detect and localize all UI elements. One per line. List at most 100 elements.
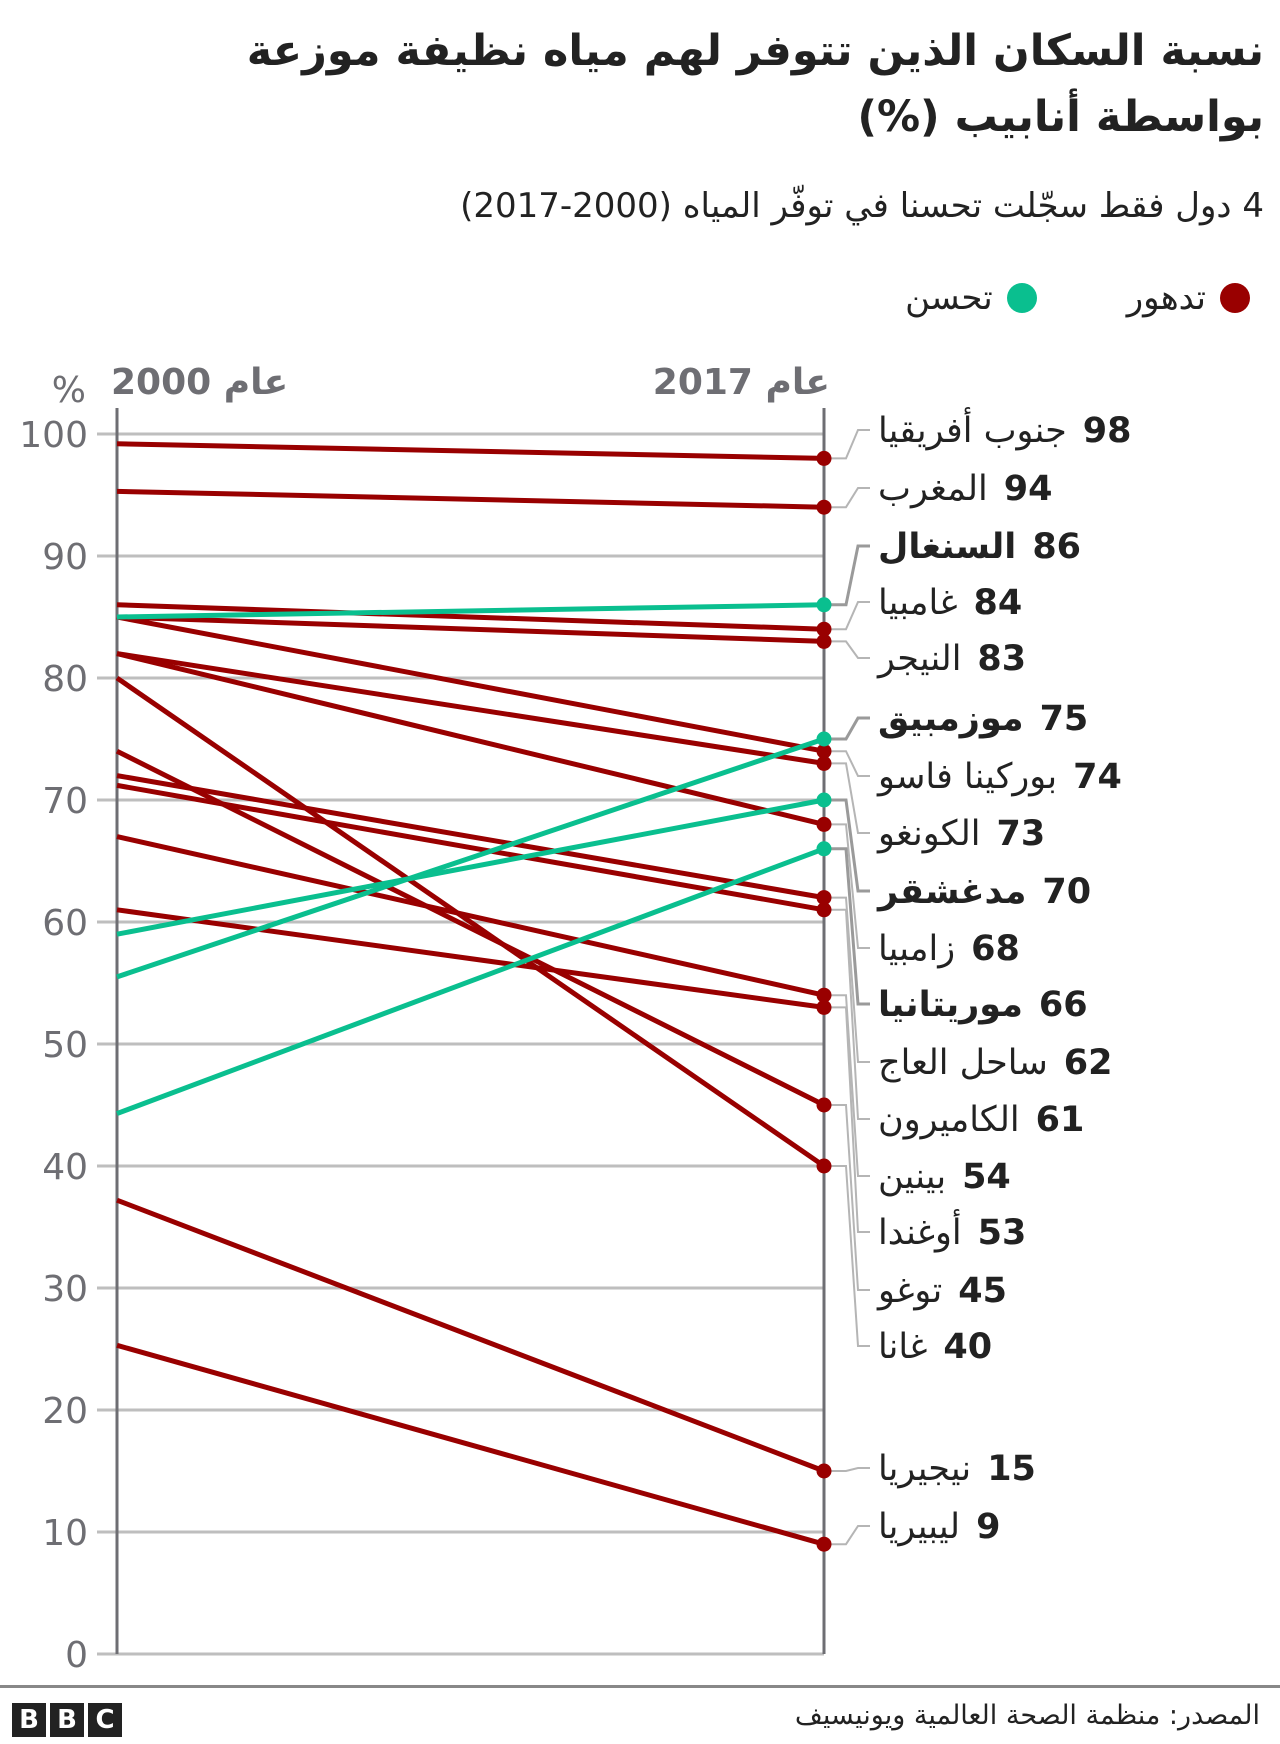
- series-line: [116, 602, 825, 620]
- y-axis-unit-label: %: [52, 370, 86, 411]
- label-leader-line: [824, 1006, 870, 1233]
- y-axis-ticks: 0 10 20 30 40 50 60 70 80 90 100: [19, 415, 88, 1676]
- label-leader-line: [824, 640, 870, 659]
- country-value: 40: [943, 1327, 992, 1367]
- series-label: زامبيا 68: [878, 929, 1020, 969]
- label-leader-line: [824, 1525, 870, 1546]
- country-name: موريتانيا: [878, 985, 1023, 1025]
- series-label: توغو 45: [876, 1271, 1007, 1311]
- country-name: غامبيا: [878, 583, 958, 623]
- series-line: [116, 773, 825, 901]
- label-leader-line: [824, 1104, 870, 1291]
- series-label: الكونغو 73: [876, 814, 1045, 854]
- y-tick-label: 40: [42, 1147, 88, 1188]
- label-leader-line: [824, 762, 870, 834]
- series-line: [116, 651, 825, 827]
- series-label: ليبيريا 9: [878, 1507, 1000, 1547]
- series-line: [116, 441, 825, 461]
- series-end-dot: [816, 621, 832, 637]
- series-labels: جنوب أفريقيا 98 المغرب 94 السنغال 86 غامبيا 84 ا…: [876, 407, 1132, 1547]
- country-name: ساحل العاج: [878, 1043, 1048, 1083]
- label-leader-line: [824, 1467, 870, 1472]
- series-label: جنوب أفريقيا 98: [878, 407, 1132, 451]
- country-name: زامبيا: [878, 929, 955, 969]
- country-name: توغو: [876, 1271, 942, 1311]
- country-value: 54: [962, 1157, 1011, 1197]
- bbc-logo-letter: B: [12, 1703, 46, 1737]
- chart-title: نسبة السكان الذين تتوفر لهم مياه نظيفة م…: [246, 26, 1264, 142]
- series-label: المغرب 94: [878, 469, 1053, 509]
- y-tick-label: 70: [42, 781, 88, 822]
- label-leader-line: [824, 716, 870, 741]
- series-line: [116, 614, 825, 754]
- series-end-dot: [816, 999, 832, 1015]
- series-label: موزمبيق 75: [878, 699, 1088, 739]
- series-end-dot: [816, 633, 832, 649]
- series-end-dot: [816, 1097, 832, 1113]
- series-line: [115, 748, 826, 1108]
- series-label: بينين 54: [878, 1157, 1011, 1197]
- label-leader-lines: [824, 429, 870, 1546]
- country-name: بينين: [878, 1157, 946, 1197]
- bbc-logo-letter: B: [50, 1703, 84, 1737]
- country-value: 45: [958, 1271, 1007, 1311]
- country-value: 9: [976, 1507, 1000, 1547]
- x-label-2017: عام 2017: [653, 362, 830, 403]
- chart-subtitle: 4 دول فقط سجّلت تحسنا في توفّر المياه (2…: [460, 186, 1264, 226]
- country-name: مدغشقر: [876, 872, 1026, 912]
- label-leader-line: [824, 908, 870, 1120]
- country-value: 86: [1032, 527, 1081, 567]
- series-end-dot: [816, 755, 832, 771]
- series-line: [116, 614, 825, 644]
- label-leader-line: [824, 487, 870, 509]
- series-end-dot: [816, 890, 832, 906]
- country-value: 68: [971, 929, 1020, 969]
- country-name: جنوب أفريقيا: [878, 407, 1067, 451]
- legend-label-improve: تحسن: [905, 278, 993, 318]
- country-name: الكونغو: [876, 814, 981, 854]
- series-end-dot: [816, 902, 832, 918]
- legend-item-decline: تدهور: [1127, 278, 1250, 318]
- series-label: النيجر 83: [876, 639, 1026, 679]
- y-tick-label: 50: [42, 1025, 88, 1066]
- y-tick-label: 80: [42, 659, 88, 700]
- series-label: بوركينا فاسو 74: [876, 757, 1122, 797]
- y-tick-label: 90: [42, 537, 88, 578]
- improve-dot-icon: [1006, 283, 1037, 313]
- series-line: [116, 651, 825, 766]
- country-value: 53: [978, 1213, 1027, 1253]
- label-leader-line: [824, 896, 870, 1063]
- country-value: 98: [1083, 411, 1132, 451]
- series-line: [115, 675, 826, 1169]
- series-line: [116, 602, 825, 632]
- country-value: 61: [1036, 1100, 1085, 1140]
- country-value: 74: [1073, 757, 1122, 797]
- y-tick-label: 20: [42, 1391, 88, 1432]
- series-end-dot: [816, 450, 832, 466]
- series-label: نيجيريا 15: [878, 1449, 1036, 1489]
- y-tick-label: 60: [42, 903, 88, 944]
- label-leader-line: [824, 823, 870, 949]
- country-name: ليبيريا: [878, 1507, 960, 1547]
- y-tick-label: 0: [65, 1635, 88, 1676]
- x-label-2000: عام 2000: [111, 362, 288, 403]
- series-end-dot: [816, 1536, 832, 1552]
- country-name: السنغال: [878, 527, 1016, 567]
- series-line: [116, 907, 825, 1010]
- series-line: [116, 782, 825, 913]
- footer-divider: [0, 1685, 1280, 1688]
- series-line: [116, 736, 825, 980]
- country-value: 75: [1040, 699, 1089, 739]
- country-value: 70: [1042, 872, 1091, 912]
- series-end-dot: [816, 731, 832, 747]
- series-line: [116, 834, 825, 998]
- y-tick-label: 10: [42, 1513, 88, 1554]
- country-name: الكاميرون: [878, 1100, 1020, 1140]
- source-note: المصدر: منظمة الصحة العالمية ويونيسيف: [794, 1700, 1260, 1731]
- series-end-dot: [816, 743, 832, 759]
- label-leader-line: [824, 544, 870, 607]
- series-label: مدغشقر 70: [876, 872, 1091, 912]
- series-line: [116, 1342, 825, 1547]
- label-leader-line: [824, 847, 870, 1006]
- legend-label-decline: تدهور: [1126, 278, 1206, 318]
